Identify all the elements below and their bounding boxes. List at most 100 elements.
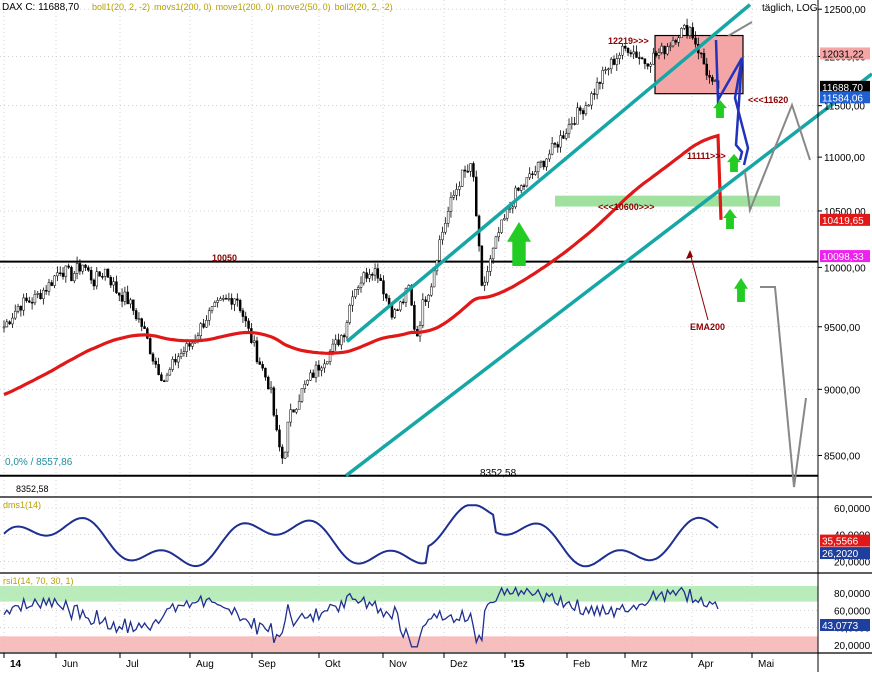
candle-body — [174, 359, 177, 363]
candle-body — [607, 68, 610, 71]
candle-body — [118, 292, 121, 296]
candle-body — [528, 173, 531, 178]
candle-body — [643, 58, 647, 64]
candle-body — [708, 75, 711, 78]
candle-body — [101, 276, 104, 278]
candle-body — [28, 300, 31, 303]
candle-body — [281, 446, 284, 459]
candle-body — [379, 277, 382, 281]
candle-body — [292, 409, 295, 413]
up-arrow — [713, 100, 727, 118]
candle-body — [500, 219, 503, 233]
candle-body — [497, 232, 500, 238]
ema-pointer-head — [686, 250, 693, 259]
symbol-label: DAX C: 11688,70 — [2, 2, 80, 13]
rsi-tick-label: 20,0000 — [834, 641, 871, 652]
channel-upper — [345, 3, 752, 343]
candle-body — [505, 208, 509, 219]
candle-body — [47, 282, 51, 292]
candle-body — [609, 58, 613, 70]
indicator-label: move2(50, 0) — [278, 2, 331, 12]
ema200-label: EMA200 — [690, 322, 725, 332]
price-tick-label: 10000,00 — [824, 263, 866, 274]
price-tick-label: 9000,00 — [824, 385, 861, 396]
price-badge-text: 11688,70 — [822, 83, 863, 94]
candle-body — [666, 46, 669, 55]
candle-body — [244, 316, 247, 322]
candle-body — [503, 218, 506, 221]
rsi-oversold-zone — [0, 636, 818, 652]
candle-body — [446, 211, 450, 224]
candle-body — [649, 63, 652, 67]
candle-body — [2, 326, 6, 329]
rsi-tick-label: 60,0000 — [834, 606, 871, 617]
month-label: Mai — [758, 659, 774, 670]
candle-body — [143, 326, 146, 329]
candle-body — [469, 163, 472, 172]
candle-body — [106, 268, 110, 278]
candle-body — [207, 310, 211, 321]
price-badge — [820, 91, 870, 104]
candle-body — [674, 40, 678, 43]
candle-body — [514, 187, 517, 208]
candle-body — [185, 343, 188, 352]
rsi-line — [3, 586, 719, 648]
candle-body — [427, 294, 430, 302]
candle-body — [345, 322, 349, 338]
candle-body — [337, 339, 340, 346]
candle-body — [272, 387, 276, 416]
month-label: Jun — [62, 659, 78, 670]
label-10600: <<<10600>>> — [598, 202, 655, 212]
dms-badge-text: 26,2020 — [822, 549, 859, 560]
indicator-label: move1(200, 0) — [216, 2, 274, 12]
candle-body — [84, 264, 87, 268]
up-arrow — [734, 278, 748, 302]
candle-body — [508, 207, 512, 210]
level-8352-label: 8352,58 — [480, 468, 517, 479]
candle-body — [151, 353, 155, 362]
candle-body — [517, 187, 520, 191]
candle-body — [486, 271, 489, 283]
dms-panel-label: dms1(14) — [3, 500, 41, 510]
candle-body — [368, 274, 371, 279]
price-tick-label: 12500,00 — [824, 5, 866, 16]
candle-body — [494, 236, 498, 249]
candle-body — [233, 298, 236, 305]
candle-body — [44, 289, 48, 292]
candle-body — [354, 289, 357, 298]
candle-body — [548, 153, 551, 160]
candle-body — [587, 104, 590, 107]
main-panel — [0, 3, 872, 488]
candle-body — [19, 306, 23, 311]
candle-body — [351, 296, 354, 306]
candle-body — [618, 54, 621, 59]
candle-body — [303, 383, 307, 389]
forecast-blue — [714, 39, 744, 161]
candle-body — [539, 160, 543, 163]
candle-body — [33, 294, 37, 304]
candle-body — [199, 323, 203, 337]
candle-body — [458, 186, 461, 190]
candle-body — [531, 173, 534, 176]
candle-body — [53, 275, 56, 286]
candle-body — [713, 80, 717, 82]
candle-body — [421, 299, 425, 326]
candle-body — [595, 82, 599, 95]
candle-body — [314, 364, 318, 378]
candle-body — [309, 372, 312, 381]
forecast-grey-crash — [760, 286, 807, 488]
candle-body — [660, 45, 664, 53]
candle-body — [252, 340, 256, 343]
candle-body — [123, 291, 127, 302]
candle-body — [11, 317, 14, 325]
month-label: Apr — [698, 659, 714, 670]
candle-body — [573, 123, 576, 125]
candle-body — [328, 351, 332, 362]
price-badge-text: 11584,06 — [822, 93, 863, 104]
month-label: Jul — [126, 659, 139, 670]
candle-body — [171, 359, 174, 370]
candle-body — [584, 105, 588, 115]
candle-body — [559, 135, 562, 148]
candle-body — [283, 451, 287, 459]
